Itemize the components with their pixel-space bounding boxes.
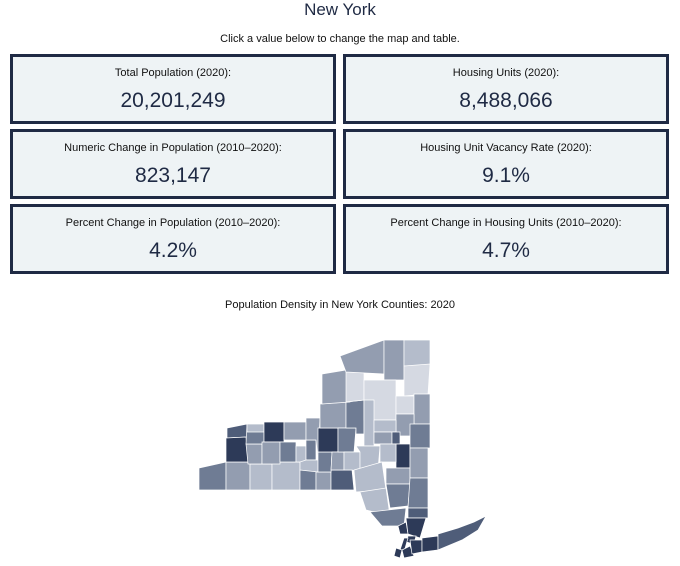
card-label: Housing Unit Vacancy Rate (2020): <box>420 142 592 154</box>
card-value: 20,201,249 <box>120 89 226 112</box>
card-label: Percent Change in Housing Units (2010–20… <box>390 217 622 229</box>
county-essex[interactable] <box>403 363 431 397</box>
county-seneca[interactable] <box>305 439 317 461</box>
county-cayuga[interactable] <box>305 417 321 461</box>
county-erie[interactable] <box>225 436 249 463</box>
county-tioga[interactable] <box>315 471 332 491</box>
county-columbia[interactable] <box>409 447 429 479</box>
card-percent-change-population[interactable]: Percent Change in Population (2010–2020)… <box>10 204 336 274</box>
county-madison[interactable] <box>337 427 357 453</box>
county-albany[interactable] <box>395 443 411 469</box>
county-wayne[interactable] <box>283 421 307 441</box>
county-wyoming[interactable] <box>245 443 263 465</box>
county-greene[interactable] <box>385 467 411 485</box>
county-queens[interactable] <box>409 539 423 555</box>
county-livingston[interactable] <box>261 441 281 465</box>
county-niagara[interactable] <box>226 423 248 439</box>
card-label: Numeric Change in Population (2010–2020)… <box>64 142 282 154</box>
map-title: Population Density in New York Counties:… <box>225 299 455 311</box>
page-title: New York <box>304 0 376 19</box>
county-lewis[interactable] <box>345 369 365 403</box>
card-value: 4.7% <box>482 239 530 262</box>
card-total-population[interactable]: Total Population (2020): 20,201,249 <box>10 54 336 124</box>
county-schuyler[interactable] <box>299 459 319 473</box>
county-jefferson[interactable] <box>321 369 351 405</box>
ny-county-map[interactable] <box>195 336 495 562</box>
county-allegany[interactable] <box>249 463 273 491</box>
county-monroe[interactable] <box>263 421 285 443</box>
county-dutchess[interactable] <box>407 477 429 509</box>
county-tompkins[interactable] <box>317 451 333 473</box>
county-orleans[interactable] <box>246 423 265 433</box>
county-cattaraugus[interactable] <box>225 461 251 491</box>
county-yates[interactable] <box>295 445 307 463</box>
county-ontario[interactable] <box>279 441 297 463</box>
county-warren[interactable] <box>395 395 415 415</box>
card-percent-change-housing[interactable]: Percent Change in Housing Units (2010–20… <box>343 204 669 274</box>
county-herkimer[interactable] <box>363 399 375 447</box>
county-putnam[interactable] <box>407 507 429 519</box>
county-chemung[interactable] <box>299 469 317 491</box>
card-numeric-change-population[interactable]: Numeric Change in Population (2010–2020)… <box>10 129 336 199</box>
card-value: 823,147 <box>135 164 211 187</box>
county-oswego[interactable] <box>319 401 347 429</box>
county-westchester[interactable] <box>405 517 427 539</box>
card-label: Total Population (2020): <box>114 67 232 79</box>
county-franklin[interactable] <box>383 339 405 381</box>
card-label: Housing Units (2020): <box>452 67 560 79</box>
card-value: 9.1% <box>482 164 530 187</box>
county-schenectady[interactable] <box>391 431 401 445</box>
card-vacancy-rate[interactable]: Housing Unit Vacancy Rate (2020): 9.1% <box>343 129 669 199</box>
county-fulton[interactable] <box>373 419 397 433</box>
county-st-lawrence[interactable] <box>339 339 385 375</box>
county-montgomery[interactable] <box>373 431 393 445</box>
county-suffolk[interactable] <box>437 515 487 551</box>
county-richmond[interactable] <box>393 547 403 559</box>
county-chautauqua[interactable] <box>198 461 227 491</box>
county-rensselaer[interactable] <box>409 423 431 449</box>
county-nassau[interactable] <box>421 535 439 553</box>
card-value: 8,488,066 <box>459 89 553 112</box>
county-onondaga[interactable] <box>317 427 339 453</box>
card-housing-units[interactable]: Housing Units (2020): 8,488,066 <box>343 54 669 124</box>
county-broome[interactable] <box>330 469 355 491</box>
county-washington[interactable] <box>413 393 431 425</box>
card-label: Percent Change in Population (2010–2020)… <box>65 217 281 229</box>
instruction-text: Click a value below to change the map an… <box>220 33 460 45</box>
county-schoharie[interactable] <box>379 443 397 463</box>
county-cortland[interactable] <box>330 451 345 471</box>
county-ulster[interactable] <box>385 483 411 509</box>
county-clinton[interactable] <box>403 339 431 367</box>
county-steuben[interactable] <box>271 461 301 491</box>
card-value: 4.2% <box>149 239 197 262</box>
